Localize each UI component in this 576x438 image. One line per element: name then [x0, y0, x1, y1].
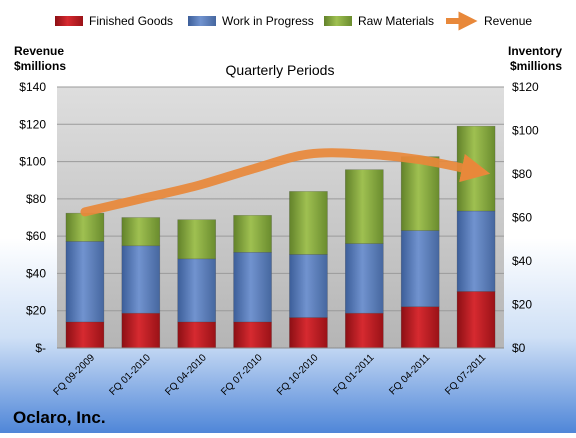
- revenue-point-fq-01-2011: [364, 154, 365, 155]
- legend-label-work-in-progress: Work in Progress: [222, 14, 314, 28]
- revenue-point-fq-04-2010: [196, 185, 197, 186]
- bar-raw-materials-fq-01-2010: [121, 217, 161, 247]
- left-tick-label: $-: [35, 341, 46, 355]
- bar-finished-goods-fq-01-2011: [345, 312, 384, 349]
- revenue-point-fq-04-2011: [420, 159, 421, 160]
- legend-item-finished-goods: Finished Goods: [55, 14, 173, 28]
- left-tick-label: $40: [26, 266, 46, 280]
- bar-work-in-progress-fq-01-2011: [345, 243, 384, 314]
- right-axis-ticks: $0 $20 $40 $60 $80 $100 $120: [512, 80, 539, 355]
- bar-finished-goods-fq-04-2010: [177, 321, 216, 349]
- bar-work-in-progress-fq-07-2010: [233, 252, 272, 323]
- company-name: Oclaro, Inc.: [13, 408, 106, 427]
- chart-title: Quarterly Periods: [226, 62, 335, 78]
- right-tick-label: $40: [512, 254, 532, 268]
- bar-finished-goods-fq-07-2010: [233, 321, 272, 349]
- legend-label-revenue: Revenue: [484, 14, 532, 28]
- bar-raw-materials-fq-10-2010: [289, 191, 328, 255]
- left-axis-label-line1: Revenue: [14, 44, 64, 58]
- right-tick-label: $20: [512, 298, 532, 312]
- bar-work-in-progress-fq-07-2011: [456, 210, 496, 292]
- right-tick-label: $100: [512, 124, 539, 138]
- right-axis-label-line2: $millions: [510, 59, 562, 73]
- legend-swatch-raw-materials: [324, 16, 352, 26]
- left-axis-label-line2: $millions: [14, 59, 66, 73]
- left-tick-label: $120: [19, 117, 46, 131]
- left-tick-label: $100: [19, 155, 46, 169]
- revenue-line-path: [80, 148, 491, 217]
- left-tick-label: $140: [19, 80, 46, 94]
- bar-raw-materials-fq-04-2010: [177, 219, 216, 260]
- right-tick-label: $60: [512, 211, 532, 225]
- bar-finished-goods-fq-09-2009: [65, 321, 105, 349]
- right-tick-label: $0: [512, 341, 526, 355]
- legend: Finished Goods Work in Progress Raw Mate…: [55, 11, 532, 31]
- left-tick-label: $80: [26, 192, 46, 206]
- bar-finished-goods-fq-10-2010: [289, 317, 328, 349]
- bar-work-in-progress-fq-04-2011: [400, 230, 440, 307]
- bars: [65, 125, 496, 349]
- bar-work-in-progress-fq-01-2010: [121, 245, 161, 314]
- bar-raw-materials-fq-09-2009: [65, 212, 105, 242]
- right-axis-label-line1: Inventory: [508, 44, 562, 58]
- right-tick-label: $120: [512, 80, 539, 94]
- legend-item-raw-materials: Raw Materials: [324, 14, 434, 28]
- bar-finished-goods-fq-07-2011: [456, 291, 496, 349]
- legend-label-raw-materials: Raw Materials: [358, 14, 434, 28]
- left-tick-label: $20: [26, 304, 46, 318]
- bar-work-in-progress-fq-04-2010: [177, 258, 216, 323]
- bar-raw-materials-fq-04-2011: [400, 156, 440, 231]
- right-tick-label: $80: [512, 167, 532, 181]
- revenue-point-fq-10-2010: [308, 154, 309, 155]
- revenue-line: [80, 148, 491, 217]
- left-axis-ticks: $- $20 $40 $60 $80 $100 $120 $140: [19, 80, 46, 355]
- bar-raw-materials-fq-01-2011: [345, 169, 384, 244]
- revenue-point-fq-09-2009: [84, 211, 85, 212]
- legend-swatch-finished-goods: [55, 16, 83, 26]
- bar-raw-materials-fq-07-2010: [233, 215, 272, 253]
- revenue-point-fq-01-2010: [140, 198, 141, 199]
- legend-item-work-in-progress: Work in Progress: [188, 14, 314, 28]
- legend-swatch-work-in-progress: [188, 16, 216, 26]
- revenue-point-fq-07-2010: [252, 169, 253, 170]
- bar-finished-goods-fq-01-2010: [121, 312, 161, 349]
- legend-item-revenue: Revenue: [446, 11, 532, 31]
- legend-label-finished-goods: Finished Goods: [89, 14, 173, 28]
- bar-work-in-progress-fq-10-2010: [289, 254, 328, 318]
- bar-work-in-progress-fq-09-2009: [65, 241, 105, 323]
- left-tick-label: $60: [26, 229, 46, 243]
- bar-finished-goods-fq-04-2011: [400, 306, 440, 349]
- revenue-point-fq-07-2011: [476, 170, 477, 171]
